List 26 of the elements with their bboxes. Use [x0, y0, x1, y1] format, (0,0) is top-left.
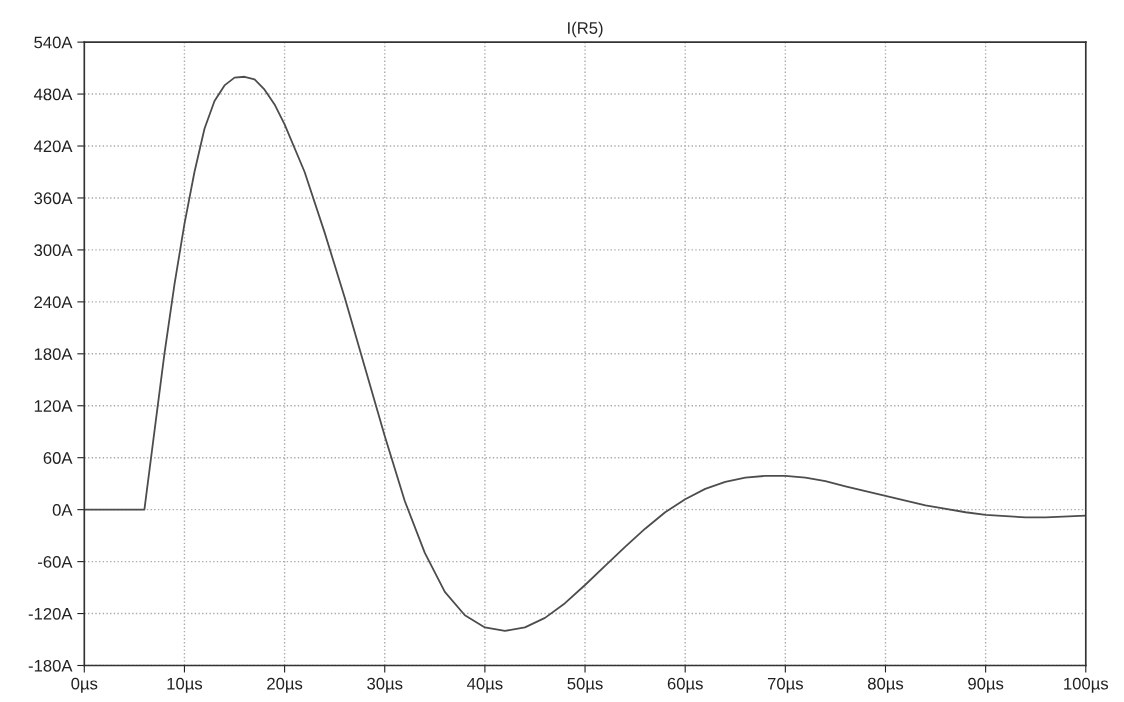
y-tick-label: 240A — [34, 296, 73, 309]
y-tick-label: 180A — [34, 348, 73, 361]
y-tick-label: 360A — [34, 192, 73, 205]
y-tick-label: 420A — [33, 140, 73, 153]
y-tick-label: 0A — [52, 504, 73, 516]
x-tick-label: 70µs — [767, 677, 803, 693]
x-tick-label: 50µs — [567, 677, 603, 693]
y-tick-label: 120A — [34, 400, 73, 412]
y-tick-label: 300A — [34, 244, 73, 257]
x-tick-label: 60µs — [667, 677, 703, 693]
y-tick-label: -180A — [28, 659, 73, 672]
y-tick-label: -60A — [38, 556, 73, 568]
x-tick-label: 100µs — [1064, 677, 1109, 693]
x-tick-label: 10µs — [167, 677, 203, 693]
y-tick-label: 60A — [43, 452, 73, 464]
y-tick-label: 540A — [34, 36, 73, 49]
x-tick-label: 30µs — [367, 677, 403, 693]
y-tick-label: -120A — [28, 607, 73, 620]
x-tick-label: 90µs — [968, 677, 1004, 693]
x-tick-label: 0µs — [71, 677, 98, 693]
x-tick-label: 40µs — [467, 677, 503, 693]
x-tick-label: 80µs — [867, 677, 904, 693]
x-tick-label: 20µs — [267, 677, 303, 693]
line-series — [84, 75, 1086, 632]
y-tick-label: 480A — [33, 88, 73, 101]
chart-title: I(R5) — [568, 21, 603, 38]
